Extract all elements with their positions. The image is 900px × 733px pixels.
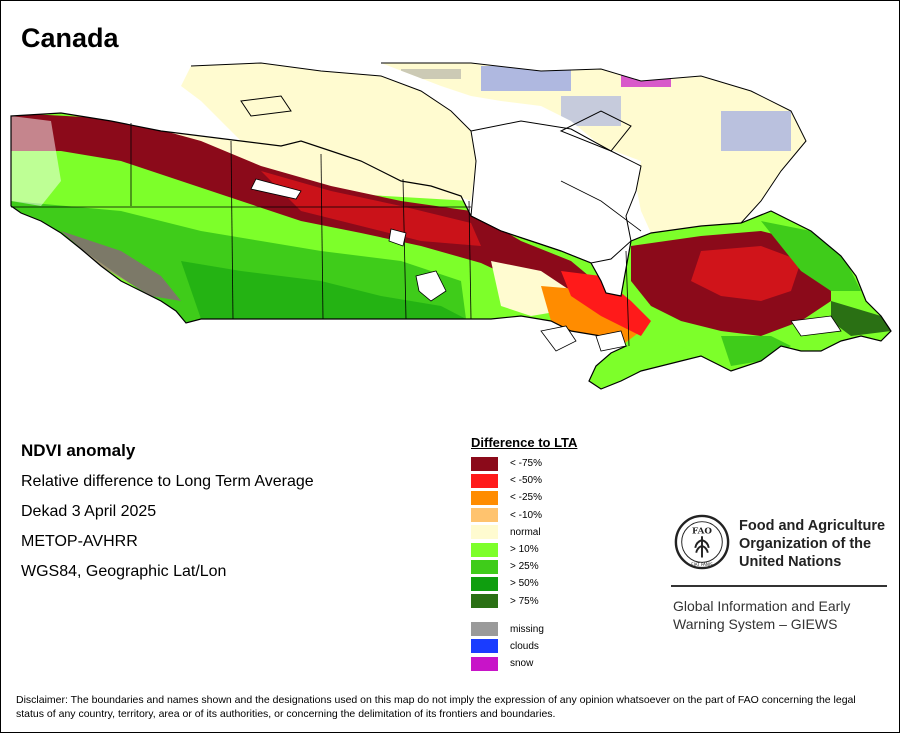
legend: Difference to LTA < -75% < -50% < -25% <…	[471, 435, 577, 672]
legend-item: > 10%	[471, 541, 577, 558]
legend-label: snow	[510, 658, 534, 670]
fao-org-name: Food and Agriculture Organization of the…	[739, 518, 886, 570]
legend-item: > 25%	[471, 558, 577, 575]
fao-logo-motto: FIAT PANIS	[691, 562, 713, 567]
map-info: NDVI anomaly Relative difference to Long…	[21, 441, 314, 593]
legend-label: > 50%	[510, 578, 539, 590]
legend-item: < -50%	[471, 472, 577, 489]
info-line-period: Dekad 3 April 2025	[21, 503, 157, 520]
legend-swatch	[471, 490, 498, 505]
legend-swatch	[471, 622, 498, 637]
legend-swatch	[471, 542, 498, 557]
legend-title: Difference to LTA	[471, 435, 578, 450]
legend-swatch	[471, 559, 498, 574]
ndvi-anomaly-map	[10, 62, 892, 390]
legend-item: < -75%	[471, 455, 577, 472]
legend-item: missing	[471, 621, 577, 638]
legend-label: > 75%	[510, 595, 539, 607]
legend-item: clouds	[471, 638, 577, 655]
legend-item: < -25%	[471, 489, 577, 506]
legend-item: normal	[471, 524, 577, 541]
legend-label: > 10%	[510, 544, 539, 556]
legend-swatch	[471, 456, 498, 471]
legend-spacer	[471, 610, 577, 621]
fao-logo-icon: FAO FIAT PANIS	[674, 514, 730, 570]
legend-item: > 75%	[471, 593, 577, 610]
legend-item: > 50%	[471, 575, 577, 592]
legend-item: < -10%	[471, 507, 577, 524]
disclaimer: Disclaimer: The boundaries and names sho…	[16, 694, 856, 720]
legend-label: < -10%	[510, 509, 542, 521]
legend-swatch	[471, 594, 498, 609]
info-line-projection: WGS84, Geographic Lat/Lon	[21, 563, 227, 580]
map-title: Canada	[21, 23, 119, 53]
legend-label: < -50%	[510, 475, 542, 487]
legend-label: clouds	[510, 640, 539, 652]
legend-swatch	[471, 576, 498, 591]
legend-label: < -25%	[510, 492, 542, 504]
fao-divider	[671, 585, 887, 587]
legend-label: > 25%	[510, 561, 539, 573]
legend-label: normal	[510, 526, 541, 538]
info-heading: NDVI anomaly	[21, 441, 136, 460]
legend-item: snow	[471, 655, 577, 672]
info-line-sensor: METOP-AVHRR	[21, 533, 138, 550]
info-line-description: Relative difference to Long Term Average	[21, 473, 314, 490]
legend-swatch	[471, 473, 498, 488]
legend-swatch	[471, 656, 498, 671]
legend-swatch	[471, 639, 498, 654]
fao-logo-text: FAO	[692, 526, 712, 536]
giews-name: Global Information and Early Warning Sys…	[673, 598, 851, 632]
legend-swatch	[471, 525, 498, 540]
legend-label: missing	[510, 623, 544, 635]
legend-swatch	[471, 508, 498, 523]
legend-label: < -75%	[510, 458, 542, 470]
